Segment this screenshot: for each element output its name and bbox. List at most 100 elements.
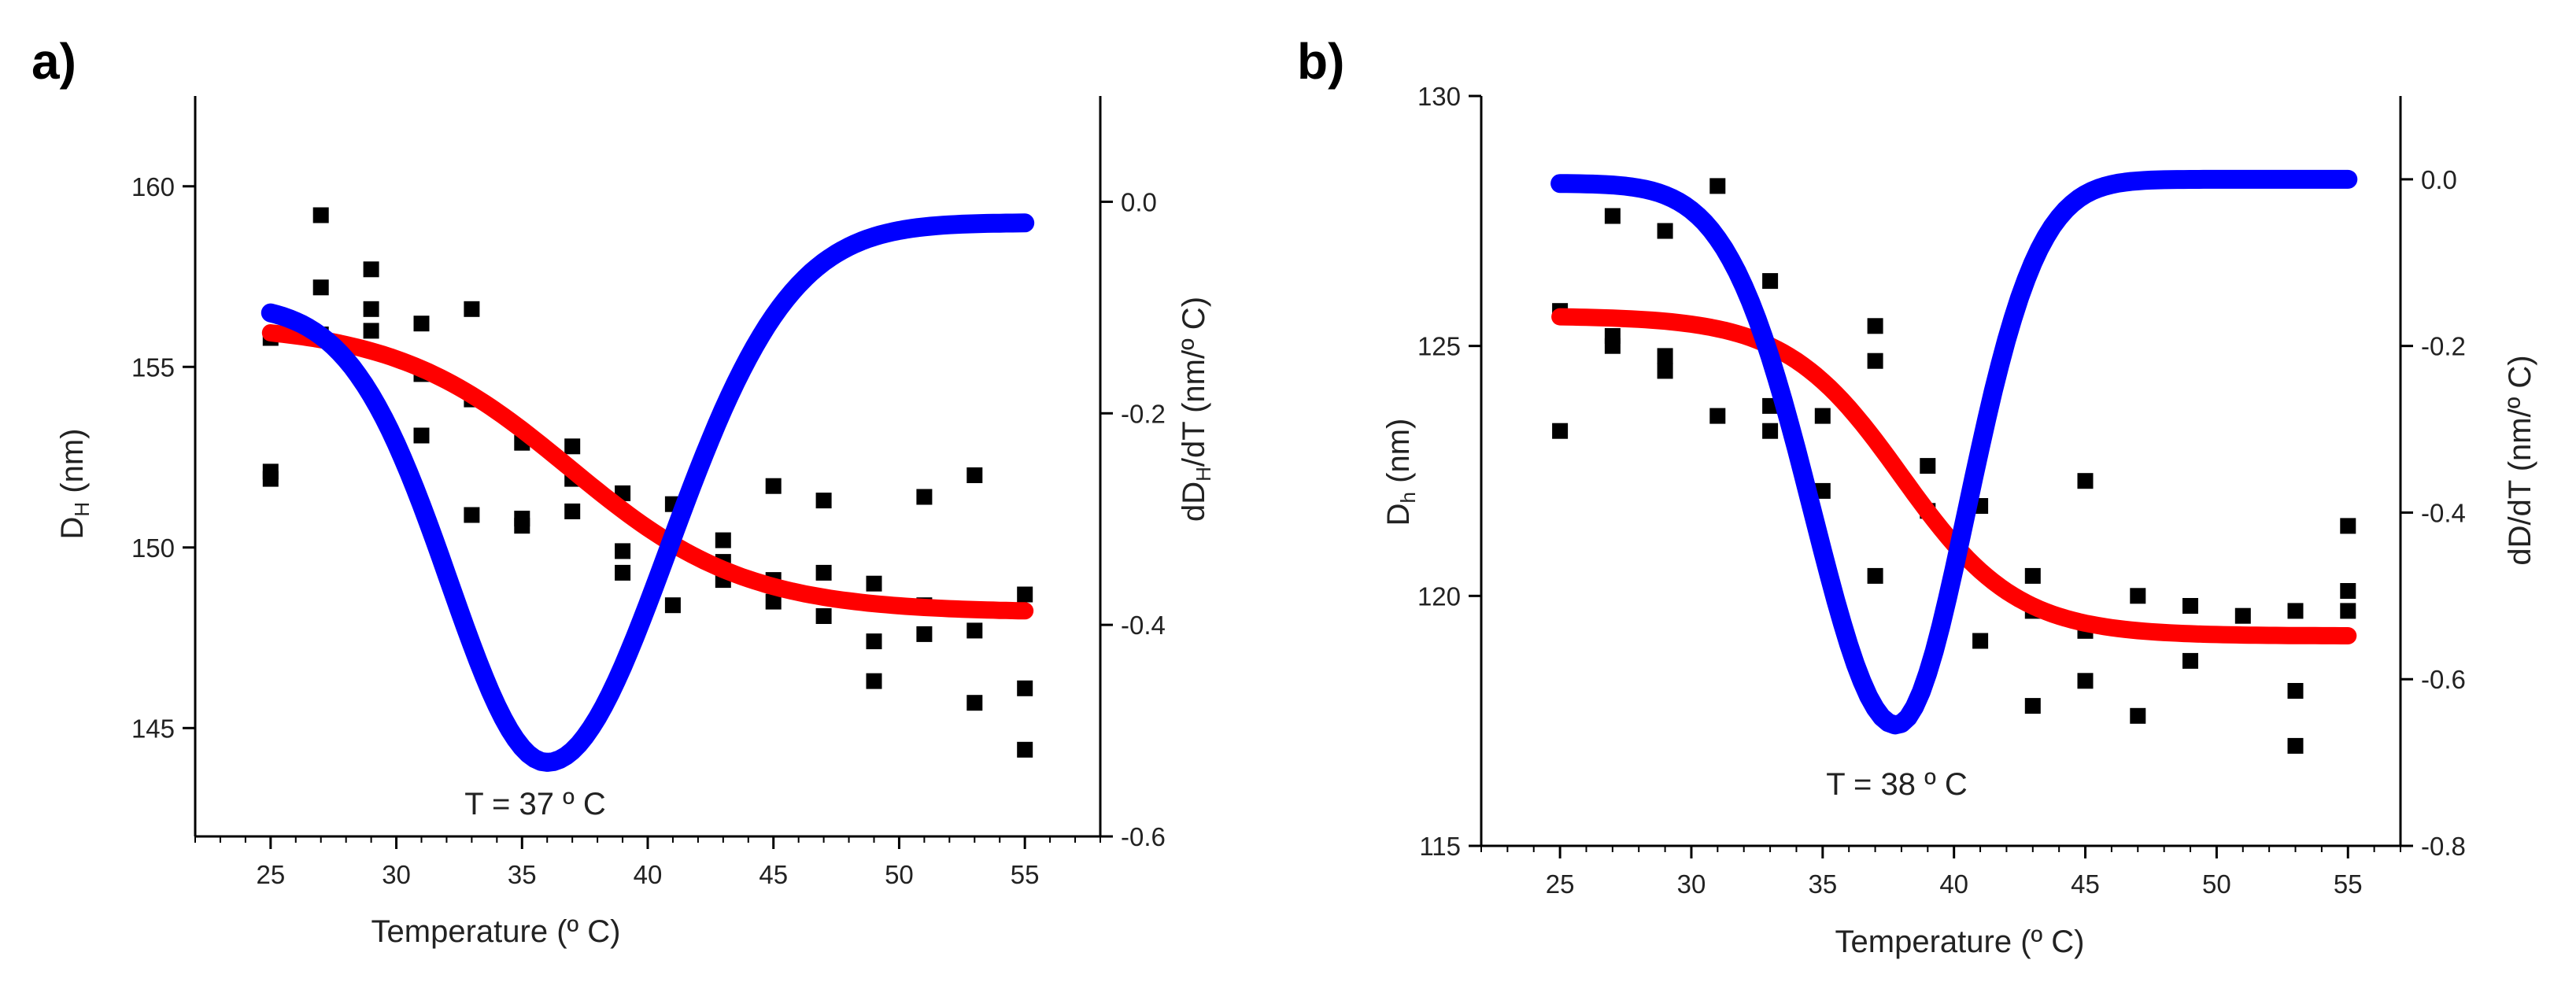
panel-a-x-tick-label: 25 — [256, 860, 285, 889]
panel-b-data-point — [2234, 607, 2251, 624]
panel-b-x-tick-label: 25 — [1546, 869, 1575, 899]
panel-a-data-point — [363, 323, 379, 339]
panel-b-data-point — [2130, 707, 2146, 724]
panel-b-x-ticks: 25 30 35 40 45 50 55 — [1480, 846, 2401, 899]
panel-b-y2-tick-label: -0.4 — [2421, 498, 2466, 527]
panel-a-y-ticks: 145 150 155 160 — [131, 172, 195, 743]
panel-b-data-point — [1762, 273, 1779, 290]
panel-a-y-tick-label: 160 — [131, 172, 175, 201]
panel-a-data-point — [514, 518, 530, 534]
panel-a-x-tick-label: 55 — [1011, 860, 1040, 889]
panel-a-x-ticks: 25 30 35 40 45 50 55 — [194, 836, 1101, 889]
panel-a-x-axis-label: Temperature (º C) — [371, 914, 621, 949]
panel-a-data-point — [363, 261, 379, 278]
panel-b-data-point — [2182, 652, 2198, 669]
panel-a-y2-label-pre: dD — [1177, 482, 1211, 522]
panel-a-label: a) — [31, 33, 76, 90]
panel-b-y2-tick-label: -0.8 — [2421, 832, 2466, 861]
panel-a-data-point — [413, 316, 430, 332]
panel-b-data-point — [2287, 683, 2304, 699]
panel-b-data-point — [2340, 583, 2356, 599]
panel-a-data-point — [615, 543, 631, 559]
panel-b-y2-tick-label: 0.0 — [2421, 165, 2457, 194]
panel-a-data-point — [312, 279, 329, 296]
panel-a-data-point — [564, 503, 581, 519]
panel-b-y2-ticks: -0.8 -0.6 -0.4 -0.2 0.0 — [2400, 165, 2466, 861]
panel-b-data-points — [1552, 178, 2356, 754]
panel-b-data-point — [1867, 567, 1883, 584]
panel-a-y2-tick-label: -0.2 — [1121, 399, 1166, 428]
panel-a-data-point — [615, 564, 631, 581]
panel-b-data-point — [1867, 353, 1883, 369]
panel-a-x-tick-label: 50 — [885, 860, 914, 889]
panel-a-data-point — [312, 207, 329, 223]
panel-b-x-tick-label: 45 — [2071, 869, 2100, 899]
panel-b-x-tick-label: 55 — [2334, 869, 2363, 899]
panel-b-data-point — [1762, 423, 1779, 439]
panel-a-y2-axis-label: dDH/dT (nm/º C) — [1177, 297, 1215, 522]
panel-a-y-tick-label: 155 — [131, 353, 175, 382]
panel-b-data-point — [1604, 338, 1621, 354]
panel-b-y-label-sub: h — [1396, 492, 1420, 503]
panel-a-data-point — [1017, 741, 1033, 758]
panel-a-y2-label-post: /dT (nm/º C) — [1177, 297, 1211, 467]
panel-b-x-tick-label: 50 — [2202, 869, 2231, 899]
panel-a-data-point — [815, 564, 832, 581]
panel-a-data-point — [715, 532, 731, 548]
panel-b-data-point — [1552, 423, 1569, 439]
panel-a-data-point — [966, 467, 983, 483]
panel-a-y-label-unit: (nm) — [55, 429, 90, 502]
panel-a-y-axis-label: DH (nm) — [55, 429, 94, 540]
panel-a-data-point — [413, 427, 430, 444]
panel-a-data-point — [262, 471, 279, 487]
panel-b-data-point — [1709, 408, 1726, 424]
panel-a-data-point — [1017, 680, 1033, 696]
panel-a-data-point — [1017, 586, 1033, 603]
panel-b-label: b) — [1297, 33, 1344, 90]
panel-a-data-point — [363, 301, 379, 317]
panel-a-data-point — [765, 593, 782, 610]
panel-b-data-point — [1867, 318, 1883, 334]
panel-b-annotation: T = 38 º C — [1826, 767, 1968, 802]
panel-b-y-axis-label: Dh (nm) — [1381, 419, 1420, 526]
panel-b-data-point — [2130, 588, 2146, 604]
panel-a-derivative-curve — [261, 213, 1035, 772]
panel-a-data-point — [815, 493, 832, 509]
panel-a-x-tick-label: 45 — [759, 860, 788, 889]
panel-a-y2-tick-label: -0.4 — [1121, 611, 1166, 640]
panel-b-y-tick-label: 115 — [1419, 832, 1461, 861]
panel-a-y2-tick-label: 0.0 — [1121, 187, 1157, 216]
panel-a-data-point — [866, 673, 882, 689]
panel-a-data-point — [564, 438, 581, 455]
panel-b-data-point — [2077, 673, 2094, 689]
panel-b-x-axis-label: Temperature (º C) — [1835, 925, 2085, 959]
panel-a-y-tick-label: 145 — [131, 714, 175, 743]
panel-b-y2-tick-label: -0.6 — [2421, 665, 2466, 694]
panel-b-data-point — [2182, 598, 2198, 614]
panel-b-y-tick-label: 125 — [1417, 332, 1461, 361]
panel-b-data-point — [1657, 223, 1673, 239]
panel-b-data-point — [2340, 603, 2356, 619]
panel-a-fit-curve — [261, 324, 1034, 620]
panel-b-data-point — [2024, 567, 2041, 584]
panel-b-data-point — [1920, 458, 1936, 474]
panel-a-y2-label-sub: H — [1192, 467, 1215, 482]
panel-a-data-point — [916, 626, 933, 642]
panel-a-data-point — [866, 575, 882, 592]
panel-b-x-tick-label: 40 — [1939, 869, 1968, 899]
panel-b-data-point — [1709, 178, 1726, 194]
panel-b-y-label-main: D — [1381, 503, 1416, 526]
panel-a-data-point — [966, 622, 983, 639]
panel-b-data-point — [1814, 408, 1831, 424]
panel-b-data-point — [1972, 633, 1989, 649]
panel-b-data-point — [2340, 518, 2356, 534]
panel-b-y2-axis-label: dD/dT (nm/º C) — [2503, 355, 2537, 565]
panel-a-x-tick-label: 30 — [382, 860, 411, 889]
panel-b-axes — [1480, 96, 2402, 847]
panel-b-data-point — [2287, 603, 2304, 619]
panel-a-y-tick-label: 150 — [131, 533, 175, 563]
panel-a-y2-tick-label: -0.6 — [1121, 822, 1166, 851]
panel-b-x-tick-label: 30 — [1677, 869, 1706, 899]
